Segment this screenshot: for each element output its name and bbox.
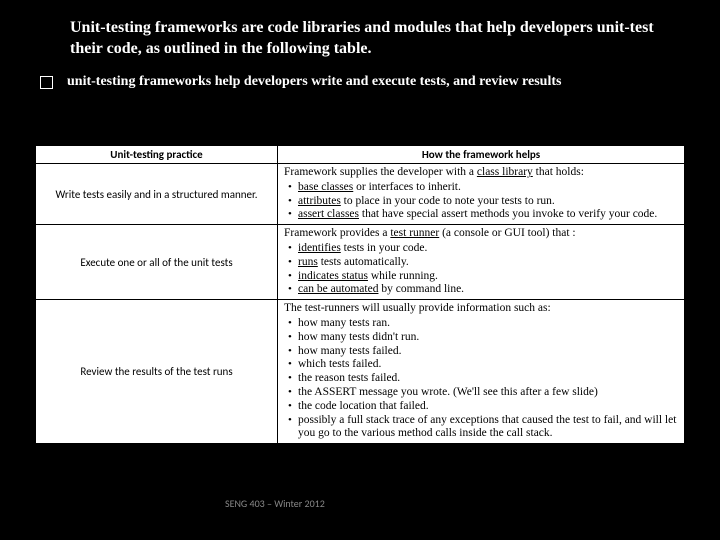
list-item: base classes or interfaces to inherit. — [288, 181, 678, 195]
list-item: runs tests automatically. — [288, 256, 678, 270]
list-item: the code location that failed. — [288, 400, 678, 414]
bullet-list: identifies tests in your code.runs tests… — [284, 242, 678, 297]
list-item: how many tests failed. — [288, 345, 678, 359]
list-item: identifies tests in your code. — [288, 242, 678, 256]
header-right: How the framework helps — [278, 146, 685, 164]
help-cell: Framework supplies the developer with a … — [278, 164, 685, 225]
help-cell: Framework provides a test runner (a cons… — [278, 225, 685, 300]
table-row: Execute one or all of the unit tests Fram… — [36, 225, 685, 300]
table-container: Unit-testing practice How the framework … — [35, 145, 685, 444]
table-header-row: Unit-testing practice How the framework … — [36, 146, 685, 164]
practice-cell: Write tests easily and in a structured m… — [36, 164, 278, 225]
header-left: Unit-testing practice — [36, 146, 278, 164]
bullet-list: how many tests ran.how many tests didn't… — [284, 317, 678, 441]
help-cell: The test-runners will usually provide in… — [278, 300, 685, 444]
list-item: the reason tests failed. — [288, 372, 678, 386]
bullet-icon — [40, 76, 53, 89]
table-row: Write tests easily and in a structured m… — [36, 164, 685, 225]
list-item: how many tests didn't run. — [288, 331, 678, 345]
slide: Unit-testing frameworks are code librari… — [0, 0, 720, 540]
list-item: can be automated by command line. — [288, 283, 678, 297]
subtitle-row: unit-testing frameworks help developers … — [0, 66, 720, 96]
list-item: how many tests ran. — [288, 317, 678, 331]
list-item: possibly a full stack trace of any excep… — [288, 414, 678, 442]
subtitle-text: unit-testing frameworks help developers … — [67, 74, 561, 90]
footer-text: SENG 403 – Winter 2012 — [225, 497, 325, 510]
practice-cell: Execute one or all of the unit tests — [36, 225, 278, 300]
list-item: indicates status while running. — [288, 270, 678, 284]
practice-cell: Review the results of the test runs — [36, 300, 278, 444]
bullet-list: base classes or interfaces to inherit.at… — [284, 181, 678, 222]
list-item: assert classes that have special assert … — [288, 208, 678, 222]
list-item: attributes to place in your code to note… — [288, 195, 678, 209]
intro-line: Framework provides a test runner (a cons… — [284, 227, 678, 241]
table-row: Review the results of the test runs The t… — [36, 300, 685, 444]
list-item: the ASSERT message you wrote. (We'll see… — [288, 386, 678, 400]
practices-table: Unit-testing practice How the framework … — [35, 145, 685, 444]
list-item: which tests failed. — [288, 358, 678, 372]
intro-line: Framework supplies the developer with a … — [284, 166, 678, 180]
intro-line: The test-runners will usually provide in… — [284, 302, 678, 316]
slide-title: Unit-testing frameworks are code librari… — [0, 0, 720, 66]
